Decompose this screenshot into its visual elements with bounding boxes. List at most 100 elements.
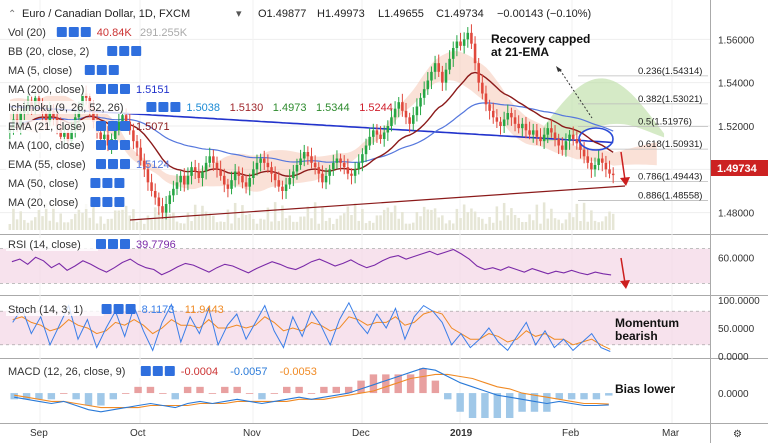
macd-histogram-bar xyxy=(146,386,155,394)
volume-bar xyxy=(324,220,328,230)
menu-chevron-icon[interactable]: ▾ xyxy=(236,8,242,20)
macd-histogram-bar xyxy=(592,393,601,400)
candle-body xyxy=(415,106,419,116)
visibility-icon[interactable] xyxy=(140,366,151,376)
candle-body xyxy=(201,171,204,178)
volume-bar xyxy=(41,216,44,230)
settings-icon[interactable] xyxy=(158,102,169,112)
settings-icon[interactable] xyxy=(108,84,118,94)
candle-body xyxy=(179,175,182,183)
macd-histogram-bar xyxy=(406,374,415,394)
candle-body xyxy=(390,117,393,126)
remove-icon[interactable] xyxy=(108,65,119,75)
remove-icon[interactable] xyxy=(131,46,142,56)
candle-body xyxy=(113,130,117,139)
candle-body xyxy=(539,136,542,142)
visibility-icon[interactable] xyxy=(96,84,106,94)
visibility-icon[interactable] xyxy=(56,27,67,37)
remove-icon[interactable] xyxy=(120,140,130,150)
legend-row-bg xyxy=(6,26,59,39)
ohlc-low: L1.49655 xyxy=(378,8,424,20)
settings-icon[interactable] xyxy=(108,239,118,249)
volume-bar xyxy=(99,216,102,230)
volume-bar xyxy=(459,218,462,230)
candle-body xyxy=(451,48,455,59)
settings-icon[interactable] xyxy=(102,178,113,188)
rsi-down-arrow xyxy=(620,257,630,289)
settings-icon[interactable] xyxy=(108,121,118,131)
candle-body xyxy=(488,104,491,111)
volume-bar xyxy=(510,208,513,230)
time-tick-label: Sep xyxy=(30,428,48,439)
macd-histogram-bar xyxy=(221,386,229,394)
remove-icon[interactable] xyxy=(170,102,181,112)
volume-bar xyxy=(495,206,499,230)
legend-row-bg xyxy=(6,158,98,171)
settings-icon[interactable] xyxy=(102,197,113,207)
remove-icon[interactable] xyxy=(120,239,130,249)
rsi-band xyxy=(0,248,710,284)
remove-icon[interactable] xyxy=(120,121,130,131)
macd-histogram-bar xyxy=(47,393,56,400)
settings-icon[interactable] xyxy=(68,27,79,37)
settings-icon[interactable] xyxy=(152,366,163,376)
candle-body xyxy=(266,162,270,168)
settings-icon[interactable] xyxy=(96,65,107,75)
macd-histogram-bar xyxy=(84,393,93,406)
legend-value: -0.0004 xyxy=(181,366,218,378)
visibility-icon[interactable] xyxy=(146,102,157,112)
settings-gear-icon[interactable]: ⚙ xyxy=(733,429,742,440)
remove-icon[interactable] xyxy=(114,197,125,207)
volume-bar xyxy=(12,203,15,230)
remove-icon[interactable] xyxy=(125,304,136,314)
remove-icon[interactable] xyxy=(120,159,130,169)
visibility-icon[interactable] xyxy=(96,140,106,150)
remove-icon[interactable] xyxy=(120,84,130,94)
visibility-icon[interactable] xyxy=(96,239,106,249)
candle-body xyxy=(317,167,321,174)
settings-icon[interactable] xyxy=(113,304,124,314)
visibility-icon[interactable] xyxy=(96,159,106,169)
support-trendline[interactable] xyxy=(129,185,626,221)
volume-bar xyxy=(230,223,233,230)
collapse-chevron-icon[interactable]: ⌃ xyxy=(8,9,16,20)
candle-body xyxy=(375,130,379,135)
settings-icon[interactable] xyxy=(108,140,118,150)
settings-icon[interactable] xyxy=(108,159,118,169)
settings-icon[interactable] xyxy=(119,46,130,56)
volume-bar xyxy=(288,215,291,230)
volume-bar xyxy=(262,219,266,230)
fibonacci-levels: 0.236(1.54314) 0.382(1.53021) 0.5(1.51976)… xyxy=(578,66,708,202)
candle-body xyxy=(19,113,22,126)
remove-icon[interactable] xyxy=(114,178,125,188)
time-tick-label: Feb xyxy=(562,428,580,439)
remove-icon[interactable] xyxy=(164,366,175,376)
visibility-icon[interactable] xyxy=(101,304,112,314)
candle-body xyxy=(306,152,310,157)
visibility-icon[interactable] xyxy=(90,197,101,207)
candle-body xyxy=(611,173,615,176)
volume-bar xyxy=(535,204,539,230)
macd-histogram-bar xyxy=(605,393,613,396)
macd-histogram-bar xyxy=(456,393,464,412)
visibility-icon[interactable] xyxy=(107,46,118,56)
visibility-icon[interactable] xyxy=(96,121,106,131)
volume-bar xyxy=(135,222,139,230)
remove-icon[interactable] xyxy=(80,27,91,37)
symbol-title[interactable]: Euro / Canadian Dollar, 1D, FXCM xyxy=(22,8,190,20)
candle-body xyxy=(208,156,211,163)
macd-histogram-bar xyxy=(481,393,489,418)
volume-bar xyxy=(597,222,600,230)
candle-body xyxy=(524,123,528,131)
legend-value: 39.7796 xyxy=(136,239,176,251)
volume-bar xyxy=(63,222,66,230)
macd-histogram-bar xyxy=(270,393,279,394)
annotation-bias-lower: Bias lower xyxy=(615,382,675,396)
visibility-icon[interactable] xyxy=(84,65,95,75)
visibility-icon[interactable] xyxy=(90,178,101,188)
candle-body xyxy=(357,162,361,170)
candle-body xyxy=(608,169,611,174)
candle-body xyxy=(528,130,531,135)
candle-body xyxy=(462,39,466,46)
